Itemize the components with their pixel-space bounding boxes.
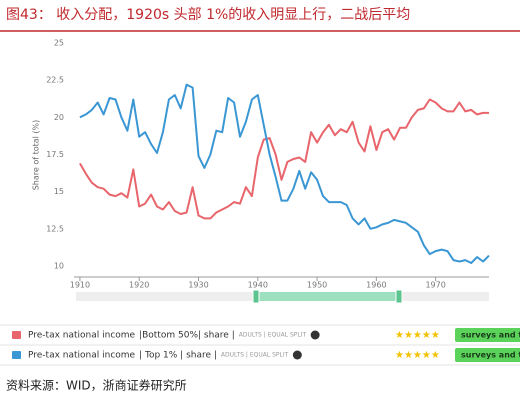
y-tick-label: 10 [54, 262, 64, 271]
source-button[interactable] [455, 328, 520, 342]
y-tick-label: 12.5 [46, 224, 64, 233]
range-handle[interactable] [395, 289, 403, 304]
y-tick-label: 15 [54, 187, 64, 196]
y-axis-label: Share of total (%) [32, 120, 41, 191]
legend-detail[interactable]: |Bottom 50%| share | [139, 331, 235, 341]
stars: ★★★★★ [395, 330, 440, 341]
legend-tag: ADULTS | EQUAL SPLIT [221, 352, 289, 359]
series-line [79, 98, 489, 220]
stars: ★★★★★ [395, 350, 440, 361]
range-selection[interactable] [256, 292, 399, 301]
series-line [79, 83, 490, 264]
x-tick-label: 1970 [425, 281, 445, 290]
source-button[interactable] [455, 348, 520, 362]
legend-label[interactable]: Pre-tax national income [28, 331, 136, 341]
x-tick-label: 1940 [248, 281, 268, 290]
source: 资料来源：WID，浙商证券研究所 [6, 378, 187, 393]
source-button-label[interactable]: surveys and ta [461, 331, 520, 340]
range-handle[interactable] [252, 289, 260, 304]
chart-title: 图43： 收入分配，1920s 头部 1%的收入明显上行，二战后平均 [6, 7, 410, 23]
legend-swatch [12, 351, 21, 359]
x-tick-label: 1960 [366, 281, 386, 290]
y-tick-label: 20 [54, 113, 64, 122]
legend-tag: ADULTS | EQUAL SPLIT [239, 332, 307, 339]
y-tick-label: 25 [54, 39, 64, 48]
legend-detail[interactable]: | Top 1% | share | [139, 351, 217, 361]
x-tick-label: 1950 [307, 281, 327, 290]
y-tick-label: 22.5 [46, 76, 64, 85]
legend-swatch [12, 331, 21, 339]
y-tick-label: 17.5 [46, 150, 64, 159]
remove-icon[interactable] [292, 350, 302, 360]
source-button-label[interactable]: surveys and ta [461, 351, 520, 360]
x-tick-label: 1920 [129, 281, 149, 290]
legend-label[interactable]: Pre-tax national income [28, 351, 136, 361]
remove-icon[interactable] [310, 330, 320, 340]
x-tick-label: 1910 [70, 281, 90, 290]
x-tick-label: 1930 [188, 281, 208, 290]
